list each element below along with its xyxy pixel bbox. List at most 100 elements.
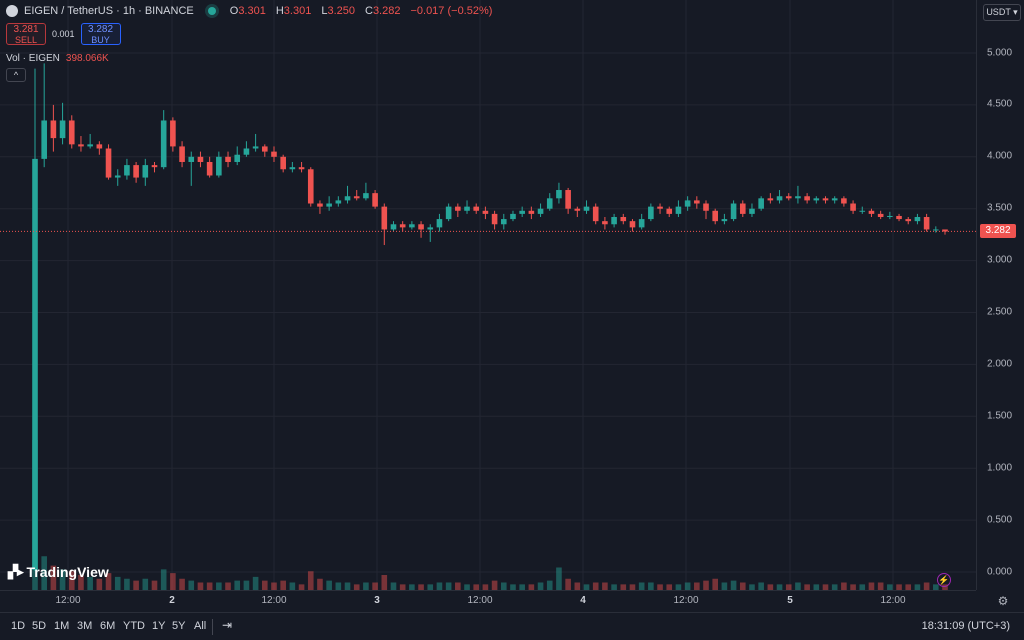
candle-body [905,219,912,222]
volume-bar [638,582,645,590]
candle-body [455,206,461,211]
volume-bar [813,584,820,590]
buy-button[interactable]: 3.282 BUY [80,23,121,45]
candle-body [537,208,544,214]
volume-bar [776,584,783,590]
chart-area[interactable] [0,0,976,590]
candle-body [59,120,66,139]
currency-selector[interactable]: USDT ▾ [983,4,1021,21]
candle-body [684,200,691,207]
candle-body [32,158,38,570]
time-tick: 5 [787,595,793,606]
candle-body [243,148,250,155]
candle-body [307,169,314,204]
gear-icon[interactable]: ⚙ [997,594,1009,608]
candle-body [170,120,176,147]
candle-body [841,198,847,204]
tradingview-logo[interactable]: ▞▸ TradingView [8,564,109,580]
volume-bar [50,565,57,590]
candle-body [914,217,921,222]
range-ytd[interactable]: YTD [123,620,145,632]
volume-bar [243,580,250,590]
candle-body [280,156,286,170]
candle-body [519,210,525,214]
candle-body [923,217,930,230]
candle-body [124,165,130,176]
candle-body [114,175,121,178]
candle-body [160,120,167,168]
sell-button[interactable]: 3.281 SELL [6,23,46,45]
range-3m[interactable]: 3M [77,620,93,632]
time-axis[interactable]: 12:00 2 12:00 3 12:00 4 12:00 5 12:00 [0,590,976,612]
tradingview-wordmark: TradingView [26,564,109,580]
candle-body [381,206,388,230]
candle-body [87,144,93,147]
candle-body [252,146,259,149]
range-5y[interactable]: 5Y [172,620,186,632]
time-tick: 3 [374,595,380,606]
volume-bar [307,571,314,590]
volume-bar [923,582,930,590]
clock-timezone[interactable]: 18:31:09 (UTC+3) [921,620,1010,632]
candle-body [427,227,434,230]
range-1d[interactable]: 1D [11,620,26,632]
symbol-title[interactable]: EIGEN / TetherUS · 1h · BINANCE [24,5,194,17]
market-status-icon[interactable] [207,7,216,15]
time-tick: 12:00 [673,595,699,606]
volume-bar [933,584,939,590]
candle-body [611,217,617,225]
time-tick: 12:00 [261,595,287,606]
lightning-icon[interactable]: ⚡ [937,573,951,587]
candle-body [142,165,149,178]
price-tick: 5.000 [987,47,1013,59]
time-tick: 2 [169,595,175,606]
volume-bar [114,576,121,590]
sell-label: SELL [14,35,38,45]
volume-bar [372,582,378,590]
range-5d[interactable]: 5D [32,620,47,632]
volume-bar [528,584,535,590]
buy-price: 3.282 [88,24,114,35]
volume-bar [804,584,810,590]
candle-body [216,156,222,176]
volume-bar [179,578,185,590]
volume-bar [565,578,571,590]
candle-body [933,229,939,231]
volume-bar [905,584,912,590]
volume-bar [684,582,691,590]
candle-body [556,190,562,199]
volume-bar [344,582,351,590]
volume-bar [785,584,792,590]
volume-bar [510,584,516,590]
candle-body [326,203,332,207]
collapse-legend-button[interactable]: ^ [6,68,26,82]
volume-bar [96,578,103,590]
range-1m[interactable]: 1M [54,620,70,632]
price-tick: 4.000 [987,150,1013,162]
price-tick: 3.000 [987,254,1013,266]
volume-bar [620,584,627,590]
volume-bar [381,575,388,590]
volume-bar [206,582,213,590]
candle-body [464,206,470,211]
volume-bar [841,582,847,590]
volume-bar [427,584,434,590]
volume-bar [87,576,93,590]
time-tick: 12:00 [55,595,81,606]
price-axis[interactable]: 5.000 4.500 4.000 3.500 3.000 2.500 2.00… [976,0,1024,590]
range-6m[interactable]: 6M [100,620,116,632]
volume-bar [611,584,617,590]
volume-legend[interactable]: Vol · EIGEN 398.066K [6,53,109,64]
volume-bar [537,582,544,590]
candlestick-chart[interactable] [0,0,976,590]
volume-bar [445,582,452,590]
volume-bar [326,580,332,590]
range-all[interactable]: All [194,620,207,632]
volume-bar [703,580,709,590]
candle-body [409,224,415,228]
range-1y[interactable]: 1Y [152,620,166,632]
candle-body [749,208,755,214]
price-tick: 1.500 [987,410,1013,422]
candle-body [335,200,342,204]
calendar-goto-icon[interactable]: ⇥ [222,618,233,632]
